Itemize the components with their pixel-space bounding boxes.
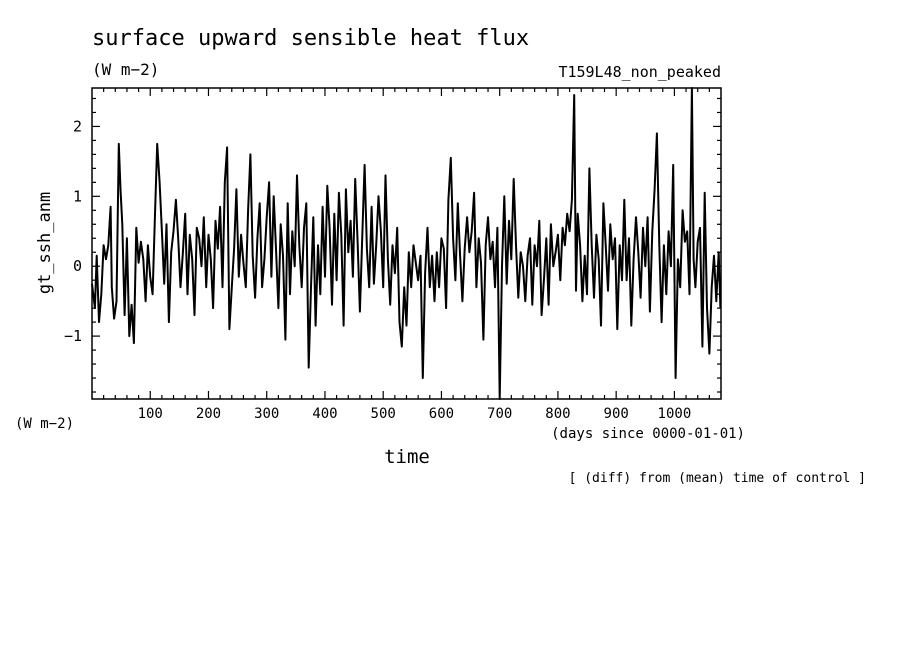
note-label: [ (diff) from (mean) time of control ] (569, 471, 866, 486)
x-tick-label: 1000 (658, 406, 692, 422)
x-axis-units: (days since 0000-01-01) (551, 426, 745, 442)
x-axis-ticks: 100 200 300 400 500 600 700 800 900 1000 (103, 88, 710, 422)
y-axis-label: gt_ssh_anm (35, 192, 55, 294)
y-tick-label: −1 (64, 327, 82, 345)
x-tick-label: 600 (429, 406, 454, 422)
y-tick-label: 2 (73, 117, 82, 135)
series-line (91, 87, 722, 400)
y-tick-label: 1 (73, 187, 82, 205)
chart-title: surface upward sensible heat flux (92, 26, 529, 51)
plot-area: 100 200 300 400 500 600 700 800 900 1000 −1 0 1 2 (64, 87, 722, 422)
x-tick-label: 400 (312, 406, 337, 422)
units-left: (W m−2) (15, 416, 74, 432)
x-axis-label: time (384, 446, 430, 468)
x-tick-label: 500 (371, 406, 396, 422)
y-tick-label: 0 (73, 257, 82, 275)
x-tick-label: 700 (487, 406, 512, 422)
x-tick-label: 800 (545, 406, 570, 422)
x-tick-label: 100 (138, 406, 163, 422)
x-tick-label: 300 (254, 406, 279, 422)
experiment-label: T159L48_non_peaked (558, 63, 721, 81)
y-axis-ticks: −1 0 1 2 (64, 97, 721, 393)
units-top: (W m−2) (92, 60, 159, 79)
x-tick-label: 900 (604, 406, 629, 422)
x-tick-label: 200 (196, 406, 221, 422)
